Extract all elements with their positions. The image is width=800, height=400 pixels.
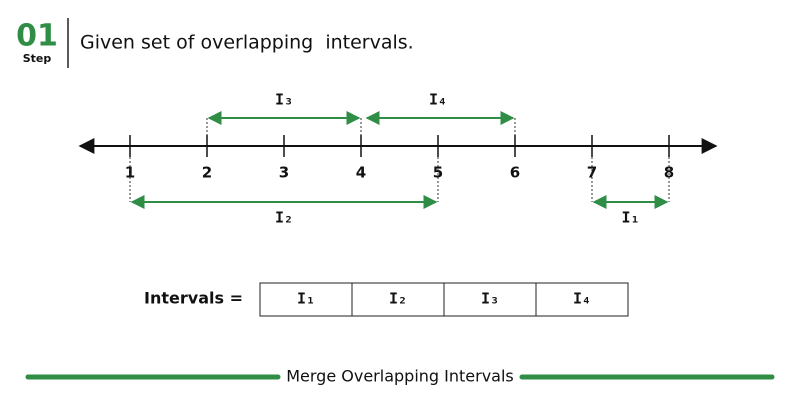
- step-label: Step: [23, 52, 52, 65]
- footer-title: Merge Overlapping Intervals: [286, 367, 514, 386]
- array-cell: [443, 282, 537, 317]
- array-cell-label: I₂: [389, 290, 407, 308]
- interval-label: I₃: [275, 91, 293, 109]
- tick-label: 5: [433, 164, 443, 182]
- interval-label: I₁: [621, 209, 639, 227]
- tick-label: 6: [510, 164, 520, 182]
- interval-label: I₄: [429, 91, 447, 109]
- step-number: 01: [16, 19, 58, 54]
- array-cell-label: I₁: [297, 290, 315, 308]
- array-label: Intervals =: [144, 289, 243, 308]
- array-cell-label: I₃: [481, 290, 499, 308]
- array-cell: [259, 282, 353, 317]
- tick-label: 7: [587, 164, 597, 182]
- title: Given set of overlapping intervals.: [80, 32, 414, 54]
- tick-label: 4: [356, 164, 366, 182]
- interval-label: I₂: [275, 209, 293, 227]
- tick-label: 8: [664, 164, 674, 182]
- array-cell: [351, 282, 445, 317]
- array-cell: [535, 282, 629, 317]
- tick-label: 1: [125, 164, 135, 182]
- tick-label: 3: [279, 164, 289, 182]
- tick-label: 2: [202, 164, 212, 182]
- array-cell-label: I₄: [573, 290, 591, 308]
